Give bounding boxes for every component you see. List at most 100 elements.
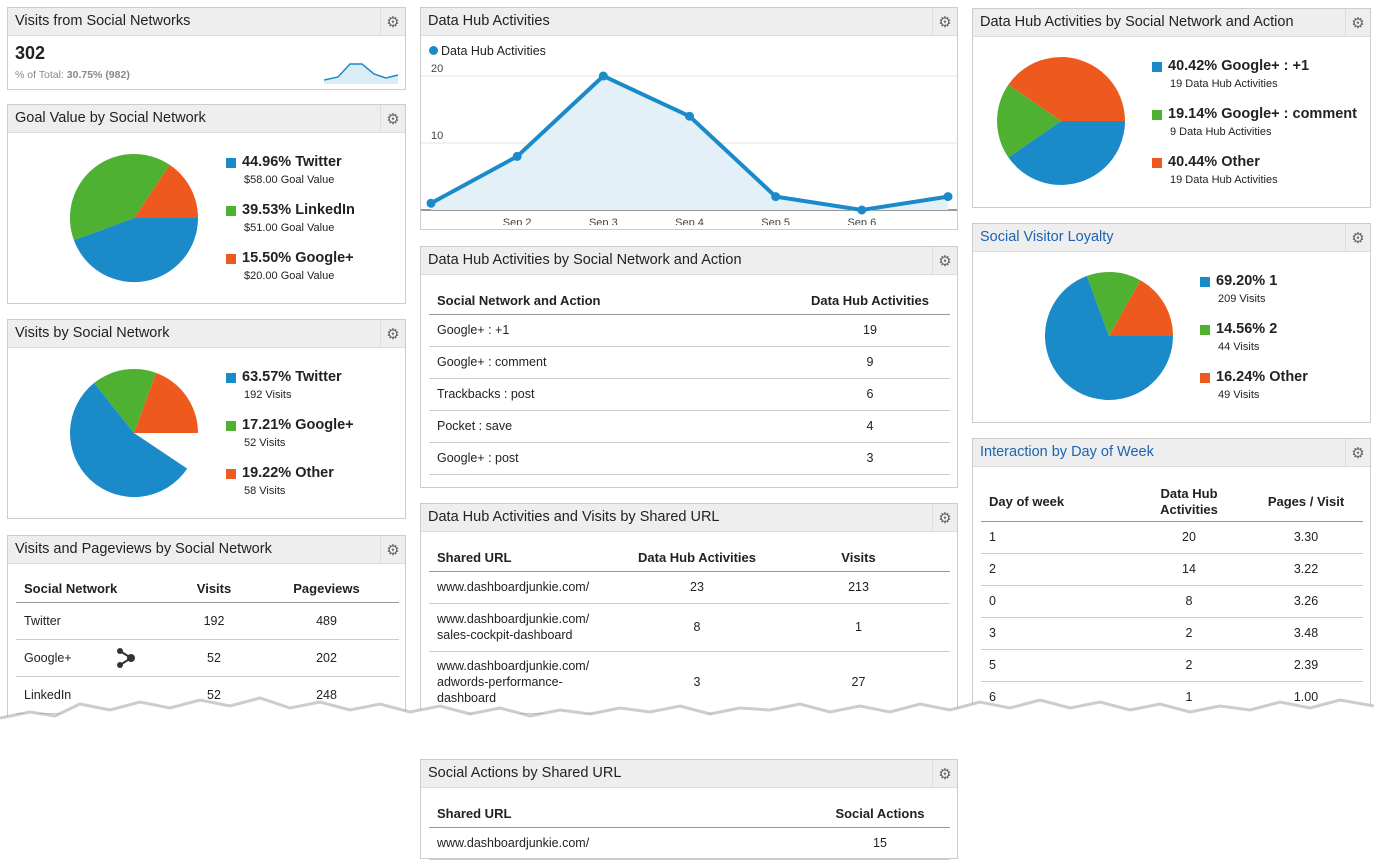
column-header[interactable]: Visits [767, 545, 950, 572]
column-header[interactable]: Visits [174, 576, 254, 603]
legend-label: 40.44% Other [1168, 154, 1260, 170]
widget-header: Data Hub Activities ⚙ [421, 8, 957, 36]
table-row[interactable]: Pocket : save 4 [429, 410, 950, 443]
gear-icon[interactable]: ⚙ [380, 536, 405, 563]
legend-pct: 40.44% [1168, 154, 1218, 170]
table-row[interactable]: 1 20 3.30 [981, 521, 1363, 554]
column-header[interactable]: Shared URL [429, 545, 627, 572]
header-line: Data Hub [1160, 485, 1218, 501]
column-header[interactable]: Social Actions [810, 801, 950, 828]
pie-slice-other[interactable] [134, 372, 198, 433]
swatch [1152, 62, 1162, 72]
widget-header: Social Visitor Loyalty ⚙ [973, 224, 1370, 252]
swatch [1152, 110, 1162, 120]
visits-from-social-networks-widget: Visits from Social Networks ⚙ 302 % of T… [7, 7, 406, 90]
gear-icon[interactable]: ⚙ [932, 504, 957, 531]
cell-visits: 1 [767, 603, 950, 652]
cell-url[interactable]: www.dashboardjunkie.com/ [429, 827, 810, 860]
pie-slice-2[interactable] [1086, 271, 1141, 336]
legend-name: Google+ [295, 250, 354, 266]
column-header[interactable]: Data Hub Activities [627, 545, 767, 572]
column-header[interactable]: Pageviews [254, 576, 399, 603]
gear-icon[interactable]: ⚙ [1345, 9, 1370, 36]
widget-header: Visits from Social Networks ⚙ [8, 8, 405, 36]
pie-slice-twitter[interactable] [73, 218, 199, 283]
legend-label: 16.24% Other [1216, 369, 1308, 385]
pie-slice-other[interactable] [1109, 280, 1173, 336]
table-row[interactable]: 3 2 3.48 [981, 617, 1363, 650]
gear-icon[interactable]: ⚙ [1345, 224, 1370, 251]
pie-slice-google[interactable] [94, 368, 157, 433]
table-row[interactable]: Google+ : comment 9 [429, 346, 950, 379]
table-row[interactable]: www.dashboardjunkie.com/adwords-performa… [429, 651, 950, 714]
url-line: www.dashboardjunkie.com/ [437, 580, 590, 594]
gear-icon[interactable]: ⚙ [932, 247, 957, 274]
data-point[interactable] [598, 71, 608, 81]
data-point[interactable] [512, 151, 522, 161]
cell-day: 2 [981, 553, 1129, 586]
widget-title[interactable]: Social Visitor Loyalty [980, 229, 1114, 245]
gear-icon[interactable]: ⚙ [932, 760, 957, 787]
column-header[interactable]: Data Hub Activities [790, 288, 950, 315]
column-header[interactable]: Social Network [16, 576, 174, 603]
swatch [226, 421, 236, 431]
widget-title[interactable]: Interaction by Day of Week [980, 444, 1154, 460]
cell-count: 3 [790, 442, 950, 475]
pie-slice-linkedin[interactable] [69, 153, 170, 241]
column-header[interactable]: Day of week [981, 483, 1129, 522]
widget-header: Interaction by Day of Week ⚙ [973, 439, 1370, 467]
cell-action: Google+ : post [429, 442, 790, 475]
table-row[interactable]: 5 2 2.39 [981, 649, 1363, 682]
table-row[interactable]: www.dashboardjunkie.com/sales-cockpit-da… [429, 603, 950, 652]
swatch [1200, 325, 1210, 335]
cell-actions: 15 [810, 827, 950, 860]
gear-icon[interactable]: ⚙ [932, 8, 957, 35]
widget-header: Data Hub Activities by Social Network an… [421, 247, 957, 275]
legend-label: 17.21% Google+ [242, 417, 354, 433]
widget-title: Social Actions by Shared URL [428, 765, 622, 781]
pie-slice-1[interactable] [1045, 275, 1173, 400]
legend-sub: $58.00 Goal Value [244, 174, 335, 186]
url-line: sales-cockpit-dashboard [437, 628, 573, 642]
table-row[interactable]: Twitter 192 489 [16, 602, 399, 640]
table-row[interactable]: www.dashboardjunkie.com/ 15 [429, 827, 950, 860]
data-point[interactable] [943, 192, 953, 202]
visits-pageviews-widget: Visits and Pageviews by Social Network ⚙… [7, 535, 406, 725]
pie-slice-google-plus1[interactable] [1008, 121, 1125, 185]
widget-header: Visits by Social Network ⚙ [8, 320, 405, 348]
gear-icon[interactable]: ⚙ [380, 105, 405, 132]
cell-pages: 2.39 [1249, 649, 1363, 682]
cell-network: Twitter [16, 602, 174, 640]
cell-url[interactable]: www.dashboardjunkie.com/ [429, 571, 627, 604]
gear-icon[interactable]: ⚙ [380, 8, 405, 35]
pie-slice-google-comment[interactable] [997, 84, 1061, 158]
gear-icon[interactable]: ⚙ [1345, 439, 1370, 466]
widget-title: Visits by Social Network [15, 325, 170, 341]
x-tick-label: Sep 4 [675, 217, 704, 225]
column-header[interactable]: Shared URL [429, 801, 810, 828]
table-row[interactable]: 0 8 3.26 [981, 585, 1363, 618]
pie-slice-twitter[interactable] [70, 382, 188, 498]
table-row[interactable]: Google+ : +1 19 [429, 314, 950, 347]
cell-url[interactable]: www.dashboardjunkie.com/sales-cockpit-da… [429, 603, 627, 652]
pie-slice-google[interactable] [134, 164, 198, 218]
cell-url[interactable]: www.dashboardjunkie.com/adwords-performa… [429, 651, 627, 714]
table-row[interactable]: www.dashboardjunkie.com/ 23 213 [429, 571, 950, 604]
pie-slice-other[interactable] [1008, 57, 1125, 121]
data-point[interactable] [857, 205, 867, 215]
table-row[interactable]: 2 14 3.22 [981, 553, 1363, 586]
column-header[interactable]: Social Network and Action [429, 288, 790, 315]
data-point[interactable] [426, 198, 436, 208]
legend-name: LinkedIn [295, 202, 355, 218]
table-row[interactable]: Google+ : post 3 [429, 442, 950, 475]
data-point[interactable] [685, 111, 694, 121]
gear-icon[interactable]: ⚙ [380, 320, 405, 347]
legend-label: 63.57% Twitter [242, 369, 342, 385]
cell-network: Google+ [16, 639, 174, 677]
table-row[interactable]: Trackbacks : post 6 [429, 378, 950, 411]
column-header[interactable]: Data Hub Activities [1129, 483, 1249, 522]
table-row[interactable]: Google+ 52 202 [16, 639, 399, 677]
data-point[interactable] [771, 192, 781, 202]
share-icon[interactable] [116, 647, 136, 668]
column-header[interactable]: Pages / Visit [1249, 483, 1363, 522]
